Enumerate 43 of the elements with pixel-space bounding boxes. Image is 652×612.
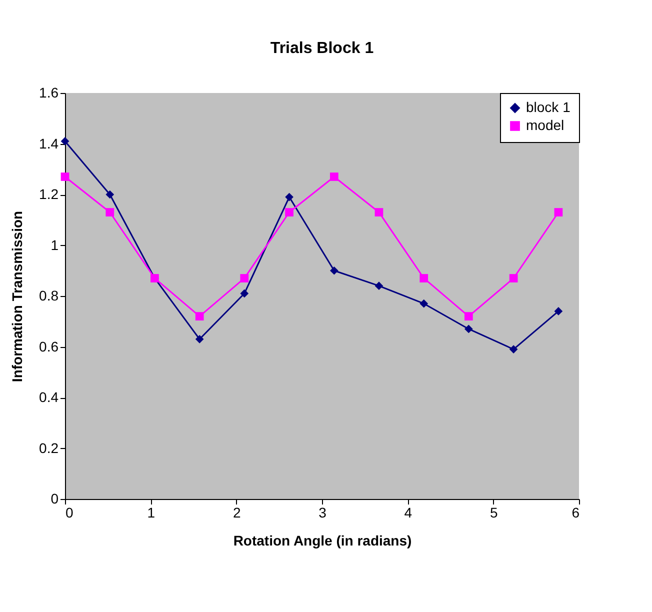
point: [374, 208, 384, 216]
y-tick-label: 0.8: [39, 288, 59, 304]
x-tick-label: 6: [572, 504, 580, 520]
y-tick-label: 0.2: [39, 440, 59, 456]
point: [60, 172, 70, 181]
x-tick-label: 2: [232, 504, 241, 520]
point: [464, 312, 473, 320]
point: [509, 274, 518, 282]
legend-label: block 1: [526, 99, 571, 115]
x-tick-label: 5: [490, 504, 498, 520]
point: [464, 324, 473, 334]
x-tick-label: 4: [404, 504, 412, 520]
point: [240, 274, 249, 282]
legend-label: model: [526, 117, 564, 133]
point: [554, 307, 563, 316]
y-tick-label: 1.4: [39, 135, 59, 152]
point: [195, 312, 204, 320]
point: [106, 208, 114, 216]
point: [374, 282, 384, 290]
point: [106, 190, 114, 199]
point: [420, 299, 428, 308]
y-tick-label: 0: [50, 490, 59, 506]
point: [285, 208, 294, 216]
y-tick-label: 0.4: [39, 389, 59, 405]
y-tick-label: 1.6: [39, 84, 59, 100]
x-tick-label: 1: [147, 504, 156, 520]
point: [60, 137, 70, 146]
point: [285, 192, 294, 202]
point: [420, 274, 428, 282]
y-tick-label: 1: [50, 236, 59, 253]
point: [509, 345, 518, 354]
x-axis-title: Rotation Angle (in radians): [233, 532, 412, 548]
point: [554, 208, 563, 216]
point: [330, 266, 338, 275]
chart-title: Trials Block 1: [270, 40, 374, 57]
point: [240, 289, 249, 298]
point: [330, 172, 338, 181]
y-axis-title: Information Transmission: [9, 210, 26, 382]
y-tick-label: 1.2: [39, 186, 59, 202]
x-tick-label: 0: [66, 504, 74, 520]
x-tick-label: 3: [318, 504, 327, 520]
y-tick-label: 0.6: [39, 338, 59, 354]
point: [195, 334, 204, 344]
